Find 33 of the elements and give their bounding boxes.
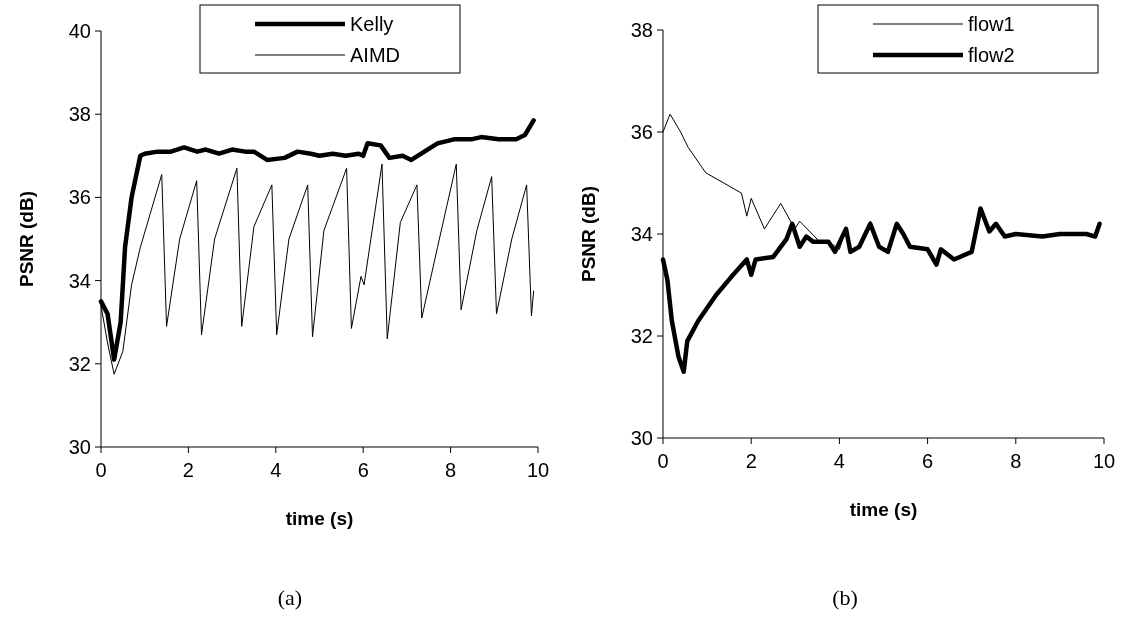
- x-tick-label: 8: [1010, 450, 1022, 472]
- x-tick-label: 2: [182, 459, 194, 481]
- y-tick-label: 38: [68, 103, 91, 126]
- legend-label: flow1: [968, 13, 1015, 35]
- y-tick-label: 30: [68, 436, 91, 458]
- x-tick-label: 4: [833, 450, 845, 472]
- y-tick-label: 36: [630, 121, 653, 143]
- text: (a): [277, 585, 303, 610]
- x-tick-label: 4: [270, 459, 282, 481]
- x-axis-title: time (s): [849, 499, 918, 520]
- x-axis-title: time (s): [285, 508, 354, 529]
- x-tick-label: 6: [357, 459, 369, 481]
- x-tick-label: 0: [95, 459, 107, 481]
- legend-label: Kelly: [350, 13, 394, 35]
- y-tick-label: 38: [630, 19, 653, 41]
- y-tick-label: 34: [630, 223, 653, 245]
- y-axis-title: PSNR (dB): [16, 190, 37, 288]
- y-axis-title: PSNR (dB): [578, 185, 599, 283]
- legend-label: flow2: [968, 44, 1015, 66]
- y-tick-label: 32: [630, 325, 653, 347]
- y-tick-label: 32: [68, 352, 91, 375]
- y-tick-label: 40: [68, 20, 91, 42]
- text: (b): [832, 585, 858, 610]
- y-tick-label: 36: [68, 186, 91, 209]
- x-tick-label: 0: [657, 450, 669, 472]
- legend-label: AIMD: [350, 44, 400, 66]
- x-tick-label: 10: [1092, 450, 1116, 472]
- x-tick-label: 10: [526, 459, 550, 481]
- y-tick-label: 30: [630, 427, 653, 449]
- x-tick-label: 6: [922, 450, 934, 472]
- y-tick-label: 34: [68, 269, 91, 292]
- x-tick-label: 8: [445, 459, 457, 481]
- x-tick-label: 2: [745, 450, 757, 472]
